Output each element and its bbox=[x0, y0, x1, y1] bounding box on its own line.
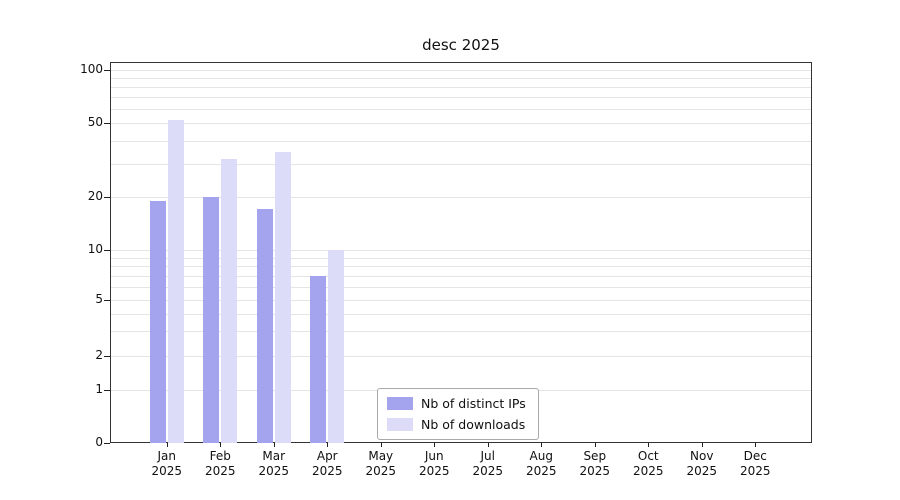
bar-nb-of-downloads-feb-2025 bbox=[221, 159, 238, 443]
chart-title: desc 2025 bbox=[422, 36, 500, 54]
x-tick-label-9: Sep 2025 bbox=[579, 449, 611, 478]
gridline-7 bbox=[111, 275, 811, 277]
x-tick-mark-6 bbox=[434, 443, 436, 447]
x-tick-mark-2 bbox=[220, 443, 222, 447]
x-tick-mark-11 bbox=[701, 443, 703, 447]
y-tick-mark-20 bbox=[104, 197, 110, 198]
x-tick-mark-9 bbox=[594, 443, 596, 447]
legend-label-distinct-ips: Nb of distinct IPs bbox=[421, 396, 526, 411]
plot-area bbox=[110, 62, 812, 443]
x-tick-label-11: Nov 2025 bbox=[686, 449, 718, 478]
x-tick-label-6: Jun 2025 bbox=[418, 449, 450, 478]
gridline-4 bbox=[111, 313, 811, 315]
gridline-6 bbox=[111, 286, 811, 288]
x-tick-label-1: Jan 2025 bbox=[151, 449, 183, 478]
gridline-5 bbox=[111, 300, 811, 301]
bar-nb-of-distinct-ips-feb-2025 bbox=[203, 197, 220, 443]
legend-item-distinct-ips: Nb of distinct IPs bbox=[387, 396, 526, 411]
y-tick-label-2: 2 bbox=[95, 348, 103, 362]
x-tick-label-3: Mar 2025 bbox=[258, 449, 290, 478]
x-tick-mark-12 bbox=[755, 443, 757, 447]
legend-label-downloads: Nb of downloads bbox=[421, 417, 526, 432]
x-tick-mark-5 bbox=[380, 443, 382, 447]
y-tick-mark-1 bbox=[104, 390, 110, 391]
gridline-20 bbox=[111, 197, 811, 198]
x-tick-mark-4 bbox=[327, 443, 329, 447]
y-tick-label-1: 1 bbox=[95, 382, 103, 396]
x-tick-mark-8 bbox=[541, 443, 543, 447]
gridline-60 bbox=[111, 109, 811, 111]
gridline-2 bbox=[111, 356, 811, 357]
y-tick-label-0: 0 bbox=[95, 435, 103, 449]
y-tick-label-20: 20 bbox=[87, 189, 103, 203]
x-tick-label-8: Aug 2025 bbox=[525, 449, 557, 478]
x-tick-label-10: Oct 2025 bbox=[632, 449, 664, 478]
bar-nb-of-downloads-mar-2025 bbox=[274, 151, 291, 443]
gridline-30 bbox=[111, 164, 811, 166]
gridline-3 bbox=[111, 331, 811, 333]
gridline-10 bbox=[111, 250, 811, 251]
x-tick-mark-1 bbox=[166, 443, 168, 447]
x-tick-label-5: May 2025 bbox=[365, 449, 397, 478]
gridline-80 bbox=[111, 87, 811, 89]
y-tick-mark-2 bbox=[104, 356, 110, 357]
gridline-40 bbox=[111, 141, 811, 143]
bar-nb-of-distinct-ips-apr-2025 bbox=[310, 275, 327, 443]
y-tick-label-5: 5 bbox=[95, 292, 103, 306]
bar-nb-of-downloads-apr-2025 bbox=[328, 250, 345, 443]
x-tick-label-12: Dec 2025 bbox=[739, 449, 771, 478]
gridline-8 bbox=[111, 266, 811, 268]
bar-nb-of-distinct-ips-jan-2025 bbox=[149, 200, 166, 443]
y-tick-label-50: 50 bbox=[87, 115, 103, 129]
x-tick-label-4: Apr 2025 bbox=[311, 449, 343, 478]
legend: Nb of distinct IPs Nb of downloads bbox=[377, 388, 539, 440]
legend-swatch-0 bbox=[387, 397, 413, 410]
gridline-90 bbox=[111, 78, 811, 80]
y-tick-mark-5 bbox=[104, 300, 110, 301]
gridline-100 bbox=[111, 70, 811, 71]
x-tick-label-2: Feb 2025 bbox=[204, 449, 236, 478]
gridline-9 bbox=[111, 257, 811, 259]
x-tick-mark-10 bbox=[648, 443, 650, 447]
bar-nb-of-distinct-ips-mar-2025 bbox=[256, 209, 273, 443]
bar-nb-of-downloads-jan-2025 bbox=[167, 120, 184, 443]
legend-item-downloads: Nb of downloads bbox=[387, 417, 526, 432]
y-tick-label-10: 10 bbox=[87, 242, 103, 256]
gridline-50 bbox=[111, 123, 811, 124]
y-tick-mark-100 bbox=[104, 70, 110, 71]
y-tick-mark-10 bbox=[104, 250, 110, 251]
y-tick-mark-50 bbox=[104, 123, 110, 124]
y-tick-label-100: 100 bbox=[80, 62, 103, 76]
x-tick-mark-7 bbox=[487, 443, 489, 447]
x-tick-label-7: Jul 2025 bbox=[472, 449, 504, 478]
y-tick-mark-0 bbox=[104, 443, 110, 444]
legend-swatch-1 bbox=[387, 418, 413, 431]
gridline-70 bbox=[111, 97, 811, 99]
x-tick-mark-3 bbox=[273, 443, 275, 447]
